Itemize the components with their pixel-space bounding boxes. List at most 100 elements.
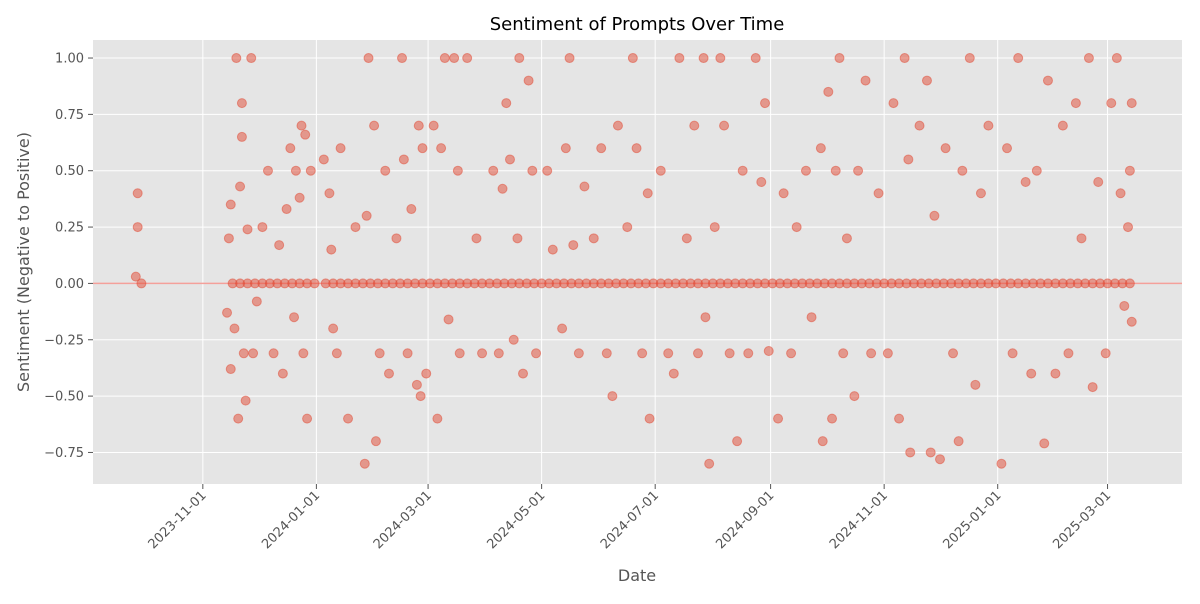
data-point [428, 120, 439, 131]
data-point [830, 165, 841, 176]
data-point [925, 447, 936, 458]
x-tick-label: 2024-07-01 [598, 488, 662, 552]
y-tick-label: 0.00 [55, 277, 84, 292]
data-point [1126, 98, 1137, 109]
data-point [838, 348, 849, 359]
data-point [449, 53, 460, 64]
data-point [1123, 222, 1134, 233]
data-point [674, 53, 685, 64]
data-point [411, 379, 422, 390]
x-tick-label: 2024-01-01 [259, 488, 323, 552]
data-point [929, 210, 940, 221]
data-point [903, 154, 914, 165]
data-point [1039, 438, 1050, 449]
data-point [246, 53, 257, 64]
data-point [294, 192, 305, 203]
data-point [240, 395, 251, 406]
data-point [1076, 233, 1087, 244]
data-point [298, 348, 309, 359]
data-point [1126, 316, 1137, 327]
data-point [488, 165, 499, 176]
data-point [415, 391, 426, 402]
data-point [786, 348, 797, 359]
data-point [557, 323, 568, 334]
data-point [596, 143, 607, 154]
data-point [370, 436, 381, 447]
data-point [1124, 165, 1135, 176]
data-point [454, 348, 465, 359]
data-point [709, 222, 720, 233]
data-point [324, 188, 335, 199]
data-point [756, 176, 767, 187]
data-point [1093, 176, 1104, 187]
data-point [948, 348, 959, 359]
data-point [935, 454, 945, 465]
data-point [236, 98, 247, 109]
data-point [849, 391, 860, 402]
data-point [361, 210, 372, 221]
data-point [236, 131, 247, 142]
data-point [975, 188, 986, 199]
data-point [724, 348, 735, 359]
data-point [335, 143, 346, 154]
data-point [853, 165, 864, 176]
data-point [397, 53, 408, 64]
y-tick-label: 0.25 [55, 221, 84, 236]
x-tick-label: 2024-11-01 [827, 488, 891, 552]
chart-title: Sentiment of Prompts Over Time [490, 14, 785, 35]
data-points [130, 53, 1137, 469]
data-point [841, 233, 852, 244]
data-point [281, 204, 292, 215]
data-point [493, 348, 504, 359]
data-point [568, 240, 579, 251]
data-point [791, 222, 802, 233]
data-point [573, 348, 584, 359]
data-point [518, 368, 529, 379]
data-point [957, 165, 968, 176]
data-point [698, 53, 709, 64]
y-tick-label: −0.25 [44, 333, 84, 348]
data-point [296, 120, 307, 131]
data-point [343, 413, 354, 424]
data-point [823, 86, 834, 97]
data-point [274, 240, 285, 251]
data-point [668, 368, 679, 379]
data-point [1100, 348, 1111, 359]
data-point [374, 348, 385, 359]
data-point [477, 348, 488, 359]
data-point [413, 120, 424, 131]
y-tick-label: 1.00 [55, 52, 84, 67]
data-point [1002, 143, 1013, 154]
data-point [1124, 278, 1135, 289]
data-point [655, 165, 666, 176]
data-point [497, 183, 508, 194]
data-point [564, 53, 575, 64]
data-point [644, 413, 655, 424]
data-point [436, 143, 447, 154]
x-tick-label: 2024-05-01 [484, 488, 548, 552]
data-point [800, 165, 811, 176]
data-point [398, 154, 409, 165]
data-point [285, 143, 296, 154]
data-point [760, 98, 771, 109]
data-point [1063, 348, 1074, 359]
x-axis-label: Date [618, 566, 656, 585]
data-point [601, 348, 612, 359]
data-point [1070, 98, 1081, 109]
data-point [222, 307, 233, 318]
data-point [642, 188, 653, 199]
data-point [262, 165, 273, 176]
data-point [704, 458, 715, 469]
x-tick-label: 2023-11-01 [146, 488, 210, 552]
data-point [983, 120, 994, 131]
data-point [380, 165, 391, 176]
data-point [750, 53, 761, 64]
data-point [1007, 348, 1018, 359]
y-tick-label: 0.75 [55, 108, 84, 123]
data-point [277, 368, 288, 379]
data-point [1111, 53, 1122, 64]
data-point [866, 348, 877, 359]
data-point [369, 120, 380, 131]
data-point [508, 334, 519, 345]
